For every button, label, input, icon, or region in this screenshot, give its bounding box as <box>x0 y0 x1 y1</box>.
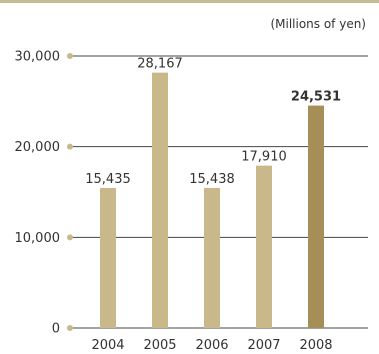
value-label: 24,531 <box>291 90 341 105</box>
axis-dot <box>67 325 73 331</box>
axis-dot <box>67 143 73 150</box>
top-rule <box>0 0 379 3</box>
x-tick-label: 2007 <box>247 338 280 353</box>
bar-2004 <box>100 188 116 328</box>
axis-dot <box>67 53 73 59</box>
bar-2007 <box>256 165 272 328</box>
y-tick-label: 20,000 <box>15 140 61 155</box>
axis-dot <box>67 234 73 241</box>
y-tick-label: 0 <box>52 322 60 337</box>
value-label: 15,435 <box>85 172 131 187</box>
bar-2008 <box>308 105 324 328</box>
x-tick-label: 2008 <box>299 338 332 353</box>
x-tick-label: 2006 <box>195 338 228 353</box>
x-tick-label: 2004 <box>91 338 124 353</box>
y-tick-label: 10,000 <box>15 231 61 246</box>
y-tick-label: 30,000 <box>15 50 61 65</box>
unit-label: (Millions of yen) <box>270 17 366 31</box>
value-label: 15,438 <box>189 172 235 187</box>
bar-2005 <box>152 72 168 328</box>
bar-layer <box>100 72 324 328</box>
bar-2006 <box>204 188 220 328</box>
label-layer: 0 10,000 20,000 30,000 15,435 2004 28,167 2005 1… <box>15 50 342 354</box>
value-label: 28,167 <box>137 57 183 72</box>
value-label: 17,910 <box>241 150 287 165</box>
x-tick-label: 2005 <box>143 338 176 353</box>
